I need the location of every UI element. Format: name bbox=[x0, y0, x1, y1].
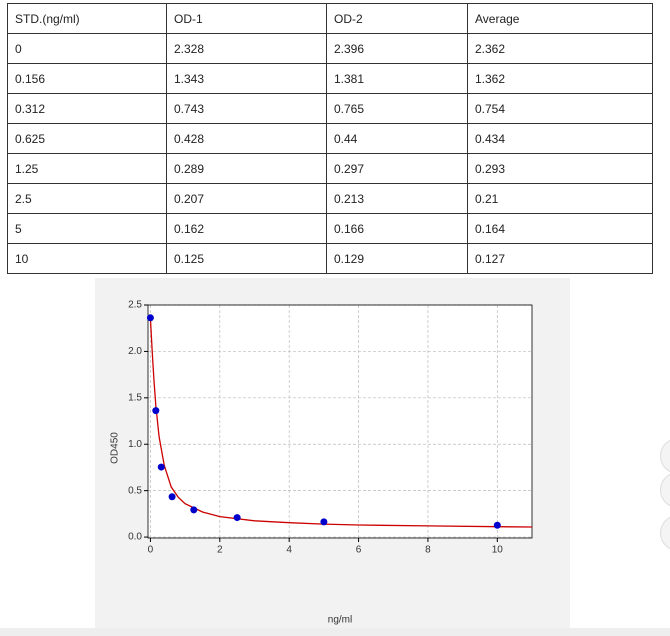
data-point bbox=[146, 314, 154, 322]
chart: ng/ml OD450 0.0 0.5 1.0 1.5 2.0 2.5 0 2 4 6 8 10 bbox=[95, 278, 570, 632]
y-tick-label: 0.0 bbox=[128, 532, 142, 543]
x-axis-label: ng/ml bbox=[328, 615, 352, 626]
table-row: 1.25 0.289 0.297 0.293 bbox=[7, 153, 653, 184]
table-cell: 0.162 bbox=[166, 213, 327, 244]
table-cell: 0.156 bbox=[7, 63, 167, 94]
table-cell: 0.434 bbox=[467, 123, 653, 154]
table-cell: 0.21 bbox=[467, 183, 653, 214]
x-tick-label: 10 bbox=[492, 545, 504, 556]
table-cell: 0.428 bbox=[166, 123, 327, 154]
y-tick-label: 1.5 bbox=[128, 392, 142, 403]
plot-area bbox=[148, 305, 532, 538]
table-cell: 0.207 bbox=[166, 183, 327, 214]
table-row: 0.156 1.343 1.381 1.362 bbox=[7, 63, 653, 94]
table-cell: 0.297 bbox=[326, 153, 468, 184]
table-cell: 0 bbox=[7, 33, 167, 64]
data-point bbox=[320, 518, 328, 526]
table-row: 10 0.125 0.129 0.127 bbox=[7, 243, 653, 274]
table-cell: 0.765 bbox=[326, 93, 468, 124]
side-button[interactable] bbox=[660, 472, 670, 508]
table-row: 0 2.328 2.396 2.362 bbox=[7, 33, 653, 64]
table-row: 2.5 0.207 0.213 0.21 bbox=[7, 183, 653, 214]
table-cell: 0.164 bbox=[467, 213, 653, 244]
x-tick-label: 2 bbox=[217, 545, 223, 556]
data-table: STD.(ng/ml) OD-1 OD-2 Average 0 2.328 2.39… bbox=[7, 3, 653, 274]
table-cell: 0.625 bbox=[7, 123, 167, 154]
table-cell: 0.743 bbox=[166, 93, 327, 124]
y-tick-label: 1.0 bbox=[128, 439, 142, 450]
table-cell: 0.44 bbox=[326, 123, 468, 154]
table-row: 0.625 0.428 0.44 0.434 bbox=[7, 123, 653, 154]
side-button[interactable] bbox=[660, 515, 670, 551]
header-cell: Average bbox=[467, 3, 653, 34]
table-row: 5 0.162 0.166 0.164 bbox=[7, 213, 653, 244]
header-cell: OD-2 bbox=[326, 3, 468, 34]
table-cell: 0.125 bbox=[166, 243, 327, 274]
header-row: STD.(ng/ml) OD-1 OD-2 Average bbox=[7, 3, 653, 34]
table-cell: 0.166 bbox=[326, 213, 468, 244]
table-cell: 0.754 bbox=[467, 93, 653, 124]
x-tick-label: 8 bbox=[425, 545, 431, 556]
y-tick-label: 2.0 bbox=[128, 346, 142, 357]
data-point bbox=[152, 407, 160, 415]
table-cell: 1.362 bbox=[467, 63, 653, 94]
bottom-bar bbox=[0, 628, 670, 636]
y-tick-label: 2.5 bbox=[128, 300, 142, 311]
data-point bbox=[233, 514, 241, 522]
table-cell: 5 bbox=[7, 213, 167, 244]
y-tick-label: 0.5 bbox=[128, 485, 142, 496]
x-tick-label: 0 bbox=[148, 545, 154, 556]
side-button[interactable] bbox=[660, 438, 670, 474]
header-cell: STD.(ng/ml) bbox=[7, 3, 167, 34]
plot-frame bbox=[147, 304, 533, 539]
table-cell: 1.381 bbox=[326, 63, 468, 94]
data-point bbox=[157, 463, 165, 471]
table-cell: 0.312 bbox=[7, 93, 167, 124]
table-cell: 0.127 bbox=[467, 243, 653, 274]
table-cell: 2.362 bbox=[467, 33, 653, 64]
data-point bbox=[168, 493, 176, 501]
data-point bbox=[493, 521, 501, 529]
table-cell: 0.289 bbox=[166, 153, 327, 184]
y-axis-label: OD450 bbox=[110, 432, 121, 464]
table-row: 0.312 0.743 0.765 0.754 bbox=[7, 93, 653, 124]
table-cell: 1.343 bbox=[166, 63, 327, 94]
table-cell: 1.25 bbox=[7, 153, 167, 184]
table-cell: 2.5 bbox=[7, 183, 167, 214]
table-cell: 0.213 bbox=[326, 183, 468, 214]
x-tick-label: 4 bbox=[286, 545, 292, 556]
data-point bbox=[190, 506, 198, 514]
table-cell: 10 bbox=[7, 243, 167, 274]
table-cell: 0.293 bbox=[467, 153, 653, 184]
table-cell: 2.396 bbox=[326, 33, 468, 64]
table-cell: 2.328 bbox=[166, 33, 327, 64]
table-cell: 0.129 bbox=[326, 243, 468, 274]
header-cell: OD-1 bbox=[166, 3, 327, 34]
x-tick-label: 6 bbox=[356, 545, 362, 556]
